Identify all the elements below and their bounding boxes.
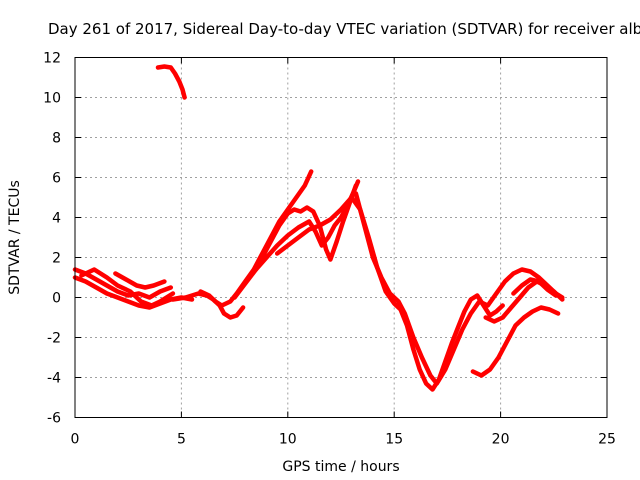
series-line-track-3 <box>79 267 176 308</box>
grid <box>75 57 607 418</box>
series-line-track-14 <box>511 277 559 298</box>
y-tick-label: 6 <box>52 171 61 187</box>
series-line-track-8 <box>232 183 359 300</box>
y-axis-label: SDTVAR / TECUs <box>7 180 23 295</box>
series-line-track-11 <box>353 191 565 386</box>
series-line-track-2 <box>72 267 174 300</box>
x-axis-label: GPS time / hours <box>282 459 399 475</box>
x-tick-label: 25 <box>598 432 616 448</box>
y-tick-label: 10 <box>43 91 61 107</box>
series-line-track-12 <box>470 305 561 378</box>
y-tick-label: -2 <box>47 331 61 347</box>
plot-frame <box>74 57 608 418</box>
x-tick-label: 5 <box>177 432 186 448</box>
series-line-track-5 <box>155 64 187 100</box>
series-layer <box>72 64 565 392</box>
y-tick-label: 8 <box>52 131 61 147</box>
x-tick-labels: 0 5 10 15 20 25 <box>71 432 616 448</box>
series-line-track-4 <box>113 271 167 290</box>
y-tick-label: -4 <box>47 371 61 387</box>
axis-ticks <box>74 57 608 418</box>
y-tick-labels: -6 -4 -2 0 2 4 6 8 10 12 <box>43 51 61 427</box>
series-line-track-9 <box>253 179 361 272</box>
y-tick-label: 4 <box>52 211 61 227</box>
y-tick-label: 12 <box>43 51 61 67</box>
x-tick-label: 0 <box>71 432 80 448</box>
y-tick-label: 0 <box>52 291 61 307</box>
x-tick-label: 20 <box>492 432 510 448</box>
chart-title: Day 261 of 2017, Sidereal Day-to-day VTE… <box>48 20 640 38</box>
series-line-track-10 <box>274 195 505 392</box>
x-tick-label: 15 <box>385 432 403 448</box>
y-tick-label: -6 <box>47 411 61 427</box>
y-tick-label: 2 <box>52 251 61 267</box>
x-tick-label: 10 <box>279 432 297 448</box>
